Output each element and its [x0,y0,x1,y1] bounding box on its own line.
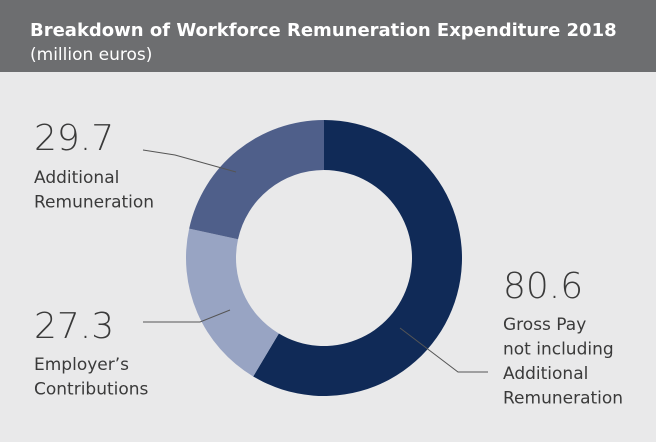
header [0,0,656,72]
category-label: Employer’s Contributions [34,355,149,400]
category-label: Additional Remuneration [34,168,154,213]
donut-segment [253,120,463,396]
donut-segment [186,228,279,377]
chart-subtitle: (million euros) [30,45,152,65]
leader-line [143,309,231,323]
donut-segment [189,120,324,240]
chart-title: Breakdown of Workforce Remuneration Expe… [30,20,617,41]
leader-line [142,149,237,173]
value-label: 80.6 [503,266,583,307]
leader-line [399,327,488,373]
category-label: Gross Pay not including Additional Remunera… [503,315,623,409]
value-label: 29.7 [34,118,114,159]
value-label: 27.3 [34,306,114,347]
